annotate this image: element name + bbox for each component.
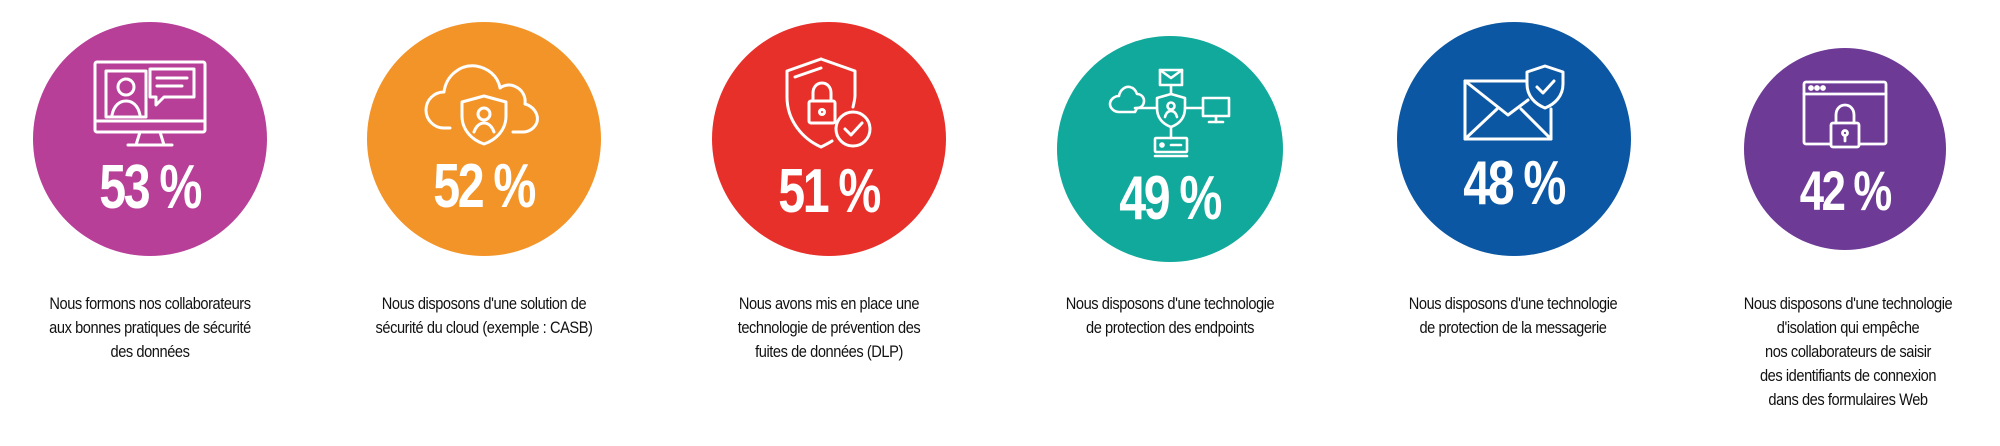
- stat-caption-5: Nous disposons d'une technologie de prot…: [1391, 292, 1635, 340]
- stat-circle-6: 42 %: [1744, 48, 1946, 250]
- stat-caption-3: Nous avons mis en place une technologie …: [707, 292, 951, 364]
- browser-lock-icon: [1801, 79, 1889, 155]
- stat-value-4: 49 %: [1120, 168, 1221, 230]
- stat-value-5: 48 %: [1464, 153, 1565, 215]
- cloud-shield-user-icon: [422, 60, 546, 148]
- stat-caption-6: Nous disposons d'une technologie d'isola…: [1726, 292, 1970, 412]
- network-shield-endpoints-icon: [1105, 68, 1235, 160]
- monitor-video-chat-icon: [92, 59, 208, 149]
- stat-value-2: 52 %: [434, 156, 535, 218]
- shield-lock-check-icon: [781, 55, 877, 153]
- stat-circle-1: 53 %: [33, 22, 267, 256]
- stat-caption-2: Nous disposons d'une solution de sécurit…: [362, 292, 606, 340]
- stat-value-6: 42 %: [1800, 163, 1890, 219]
- stat-value-3: 51 %: [779, 161, 880, 223]
- envelope-shield-icon: [1459, 63, 1569, 145]
- stat-circle-5: 48 %: [1397, 22, 1631, 256]
- stat-value-1: 53 %: [100, 157, 201, 219]
- stat-caption-1: Nous formons nos collaborateurs aux bonn…: [28, 292, 272, 364]
- stat-circle-4: 49 %: [1057, 36, 1283, 262]
- stat-circle-3: 51 %: [712, 22, 946, 256]
- stat-circle-2: 52 %: [367, 22, 601, 256]
- stat-caption-4: Nous disposons d'une technologie de prot…: [1048, 292, 1292, 340]
